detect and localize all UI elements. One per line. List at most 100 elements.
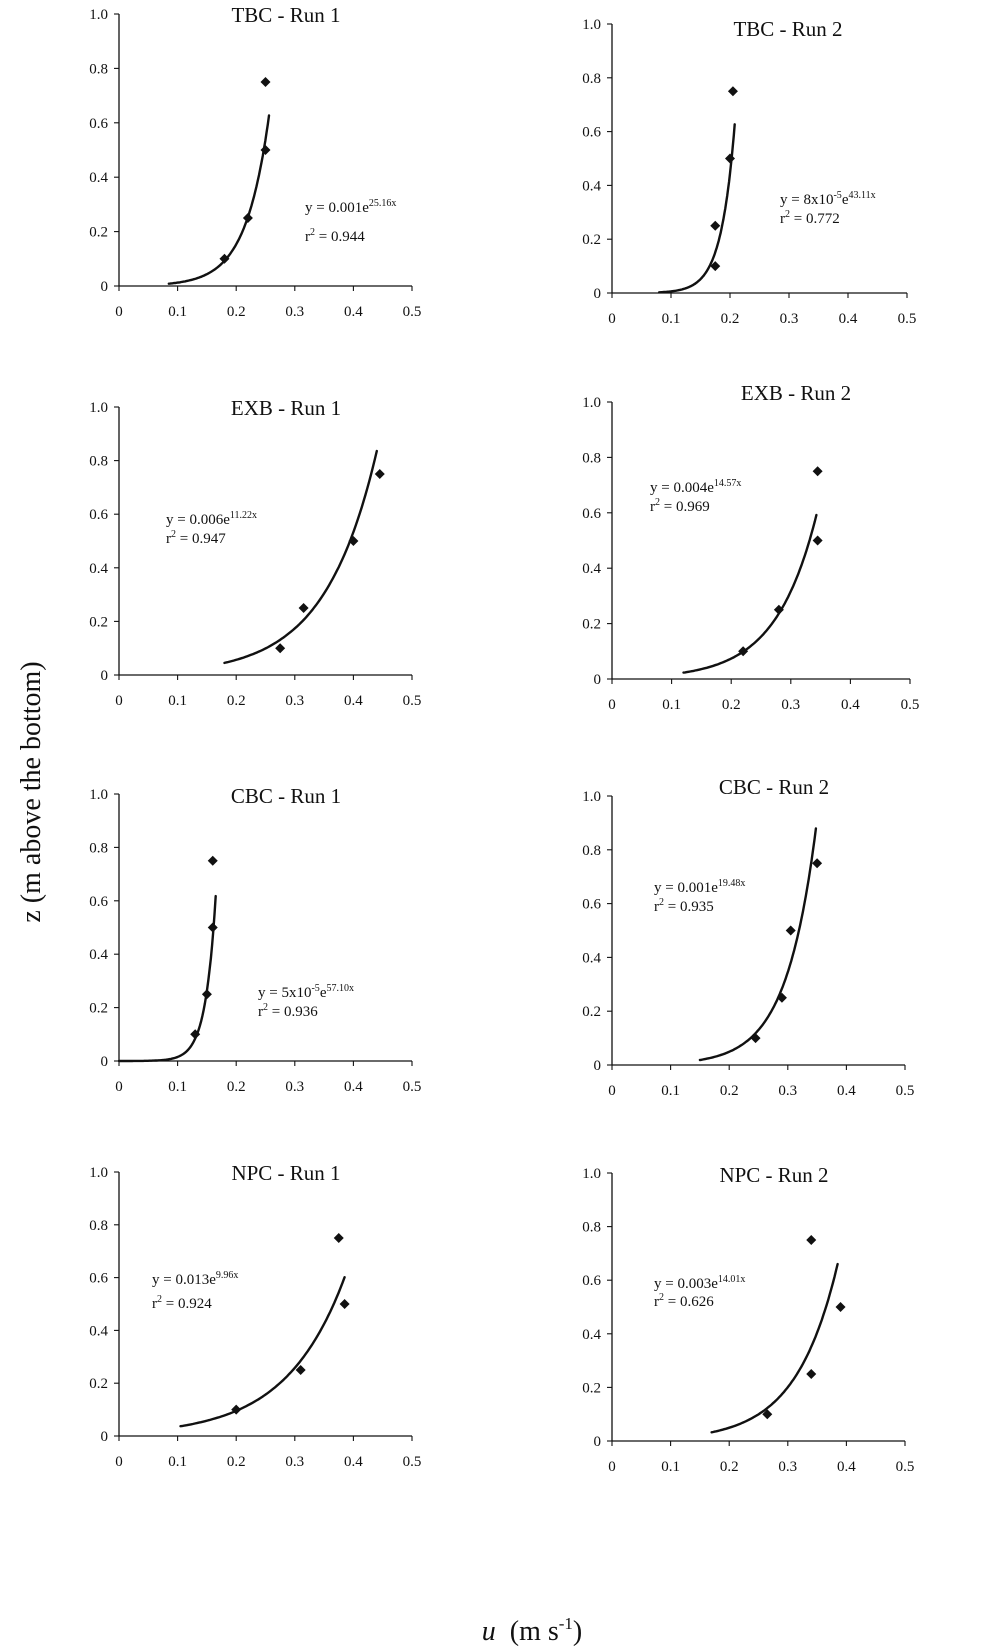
data-point xyxy=(242,213,253,223)
x-tick-label: 0.5 xyxy=(403,1454,422,1470)
data-point xyxy=(333,1233,344,1243)
y-tick-label: 0.2 xyxy=(582,1380,601,1396)
y-tick-label: 0.6 xyxy=(582,897,601,913)
chart-panel: 0 0.1 0.2 0.3 0.4 0.5 0 0.2 0.4 0.6 0.8 1.0 TBC - Ru… xyxy=(89,3,421,320)
equation-exponent: 43.11x xyxy=(848,190,875,201)
y-tick-label: 0.8 xyxy=(582,843,601,859)
r-squared-value: = 0.935 xyxy=(664,899,714,915)
data-point xyxy=(812,466,823,477)
y-tick-label: 0.4 xyxy=(582,1327,601,1343)
x-tick-label: 0.5 xyxy=(896,1083,915,1099)
panel-title: EXB - Run 2 xyxy=(741,381,851,405)
x-tick-label: 0.4 xyxy=(344,304,363,320)
r-squared-symbol: r xyxy=(654,1294,659,1310)
r-squared-power: 2 xyxy=(659,897,664,908)
equation-base: y = 0.001e xyxy=(654,880,718,896)
x-tick-label: 0.5 xyxy=(403,693,422,709)
data-point xyxy=(738,646,749,657)
fit-equation: y = 8x10-5e43.11x xyxy=(780,190,876,208)
r-squared-value: = 0.772 xyxy=(790,211,840,227)
r-squared: r2 = 0.944 xyxy=(305,227,365,245)
data-point xyxy=(806,1235,817,1245)
r-squared: r2 = 0.924 xyxy=(152,1294,212,1312)
data-point xyxy=(806,1369,817,1379)
equation-exponent: 57.10x xyxy=(326,983,354,994)
x-tick-label: 0.2 xyxy=(720,1459,739,1475)
fit-equation: y = 0.001e25.16x xyxy=(305,198,396,216)
x-tick-label: 0.2 xyxy=(227,693,246,709)
r-squared-power: 2 xyxy=(263,1002,268,1013)
equation-power-of-ten: -5 xyxy=(311,983,319,994)
r-squared-value: = 0.944 xyxy=(315,229,365,245)
x-tick-label: 0 xyxy=(115,1454,123,1470)
y-tick-label: 0 xyxy=(594,1058,602,1074)
r-squared-symbol: r xyxy=(654,899,659,915)
y-tick-label: 0 xyxy=(101,1429,109,1445)
equation-base: y = 0.001e xyxy=(305,200,369,216)
fit-curve xyxy=(658,123,736,294)
data-point xyxy=(835,1302,846,1312)
y-tick-label: 1.0 xyxy=(89,7,108,23)
x-tick-label: 0 xyxy=(608,311,616,327)
panel-title: NPC - Run 2 xyxy=(719,1163,828,1187)
x-tick-label: 0 xyxy=(608,697,616,713)
fit-equation: y = 0.013e9.96x xyxy=(152,1270,238,1288)
equation-power-of-ten: -5 xyxy=(833,190,841,201)
fit-curve xyxy=(179,1276,346,1428)
x-tick-label: 0.1 xyxy=(662,697,681,713)
y-tick-label: 0.2 xyxy=(582,617,601,633)
y-tick-label: 0.8 xyxy=(89,454,108,470)
r-squared-symbol: r xyxy=(650,499,655,515)
x-tick-label: 0.1 xyxy=(168,304,187,320)
x-tick-label: 0.1 xyxy=(168,693,187,709)
x-tick-label: 0.5 xyxy=(403,304,422,320)
r-squared-power: 2 xyxy=(655,497,660,508)
x-tick-label: 0.3 xyxy=(780,311,799,327)
r-squared-symbol: r xyxy=(305,229,310,245)
data-point xyxy=(812,858,823,869)
x-tick-label: 0.1 xyxy=(661,1459,680,1475)
chart-panel: 0 0.1 0.2 0.3 0.4 0.5 0 0.2 0.4 0.6 0.8 1.0 NPC - Ru… xyxy=(89,1161,421,1470)
y-tick-label: 0.2 xyxy=(582,1004,601,1020)
x-tick-label: 0 xyxy=(608,1459,616,1475)
x-tick-label: 0.4 xyxy=(839,311,858,327)
data-point xyxy=(776,992,787,1003)
y-tick-label: 0.2 xyxy=(89,225,108,241)
equation-exponent: 14.01x xyxy=(718,1274,746,1285)
x-axis-exponent: -1 xyxy=(559,1614,573,1633)
data-point xyxy=(295,1365,306,1375)
data-point xyxy=(260,77,271,87)
x-tick-label: 0 xyxy=(115,304,123,320)
equation-base: y = 8x10 xyxy=(780,192,833,208)
chart-panel: 0 0.1 0.2 0.3 0.4 0.5 0 0.2 0.4 0.6 0.8 1.0 EXB - Ru… xyxy=(582,381,919,713)
y-tick-label: 0.6 xyxy=(582,1273,601,1289)
y-tick-label: 1.0 xyxy=(582,1166,601,1182)
x-tick-label: 0.3 xyxy=(778,1459,797,1475)
y-tick-label: 0.4 xyxy=(89,561,108,577)
r-squared-value: = 0.924 xyxy=(162,1296,212,1312)
data-point xyxy=(219,253,230,264)
equation-base: y = 0.006e xyxy=(166,512,230,528)
equation-base: y = 5x10 xyxy=(258,985,311,1001)
y-tick-label: 1.0 xyxy=(89,787,108,803)
x-tick-label: 0.2 xyxy=(227,1454,246,1470)
r-squared-value: = 0.626 xyxy=(664,1294,714,1310)
x-tick-label: 0 xyxy=(608,1083,616,1099)
x-tick-label: 0.5 xyxy=(896,1459,915,1475)
x-tick-label: 0 xyxy=(115,1079,123,1095)
r-squared-symbol: r xyxy=(780,211,785,227)
y-tick-label: 0.4 xyxy=(89,1323,108,1339)
data-point xyxy=(275,643,286,654)
chart-panel: 0 0.1 0.2 0.3 0.4 0.5 0 0.2 0.4 0.6 0.8 1.0 CBC - Ru… xyxy=(89,784,421,1095)
x-tick-label: 0.1 xyxy=(168,1454,187,1470)
chart-panels: 0 0.1 0.2 0.3 0.4 0.5 0 0.2 0.4 0.6 0.8 1.0 TBC - Ru… xyxy=(89,3,919,1475)
chart-panel: 0 0.1 0.2 0.3 0.4 0.5 0 0.2 0.4 0.6 0.8 1.0 TBC - Ru… xyxy=(582,17,916,327)
r-squared-symbol: r xyxy=(166,531,171,547)
x-tick-label: 0.4 xyxy=(344,693,363,709)
y-tick-label: 0.8 xyxy=(582,71,601,87)
y-tick-label: 0 xyxy=(594,1434,602,1450)
fit-curve xyxy=(682,513,818,674)
y-tick-label: 0.8 xyxy=(89,1218,108,1234)
data-point xyxy=(710,261,721,272)
